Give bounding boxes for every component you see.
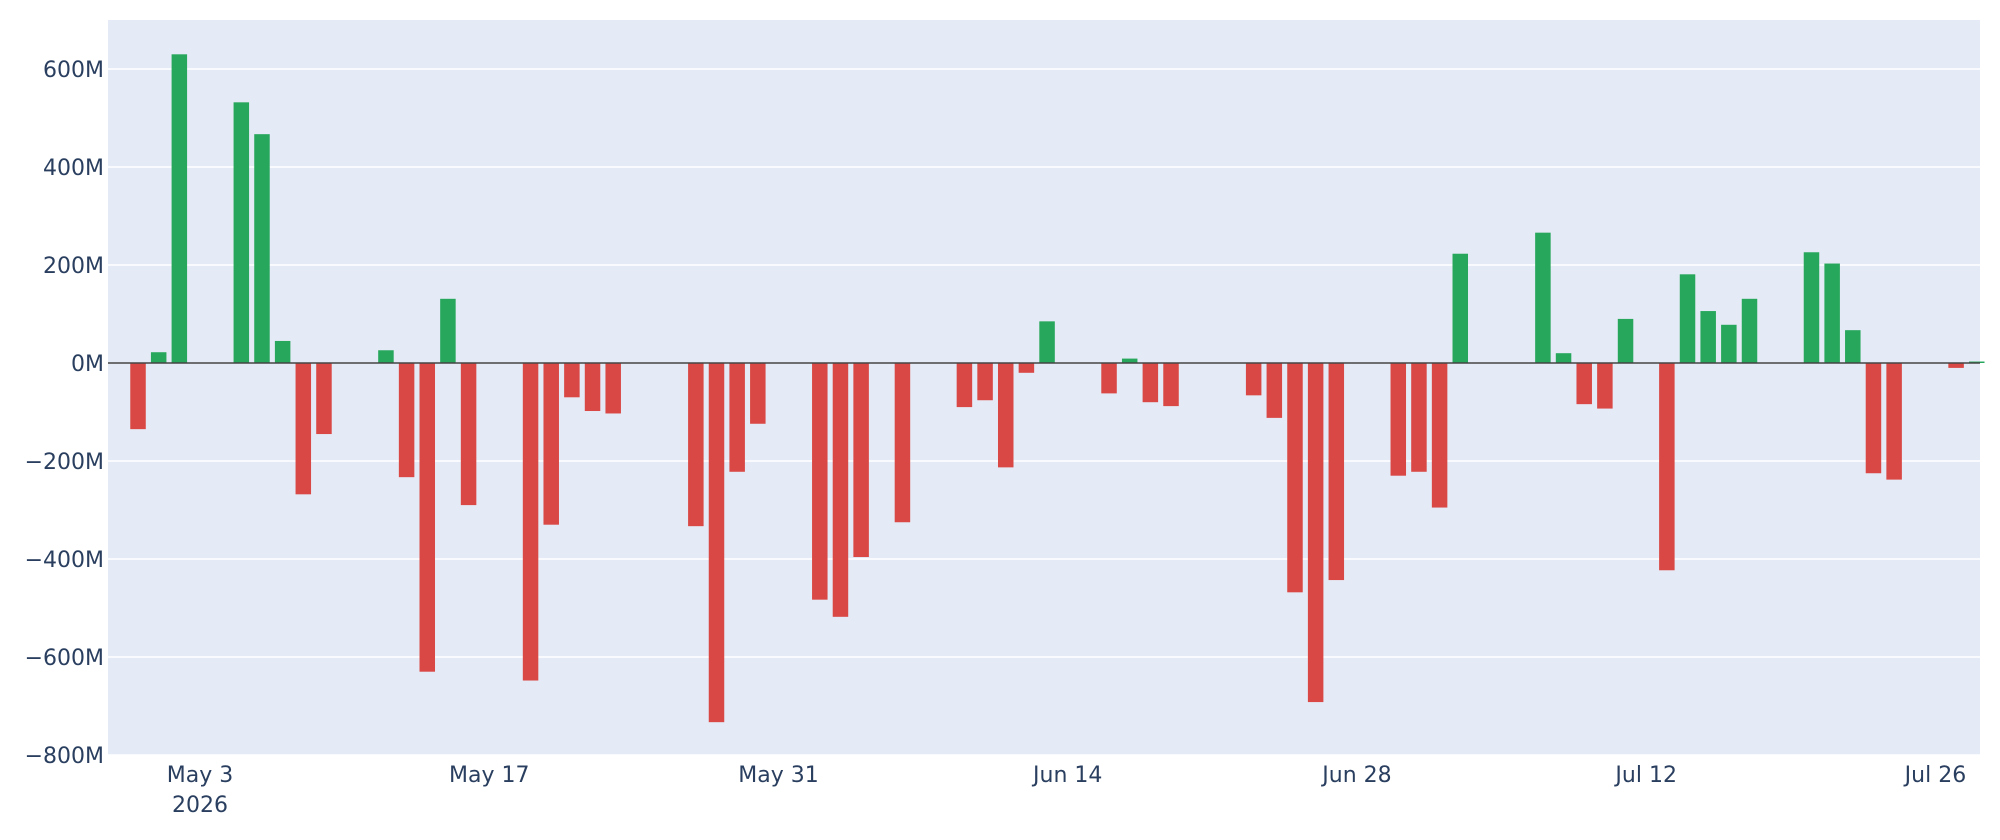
bar-positive <box>1617 318 1634 363</box>
bar-negative <box>812 363 828 600</box>
bar-positive <box>378 350 394 363</box>
bar-negative <box>1266 363 1283 418</box>
bar-negative <box>419 363 436 672</box>
bar-negative <box>130 363 146 430</box>
x-tick-label: May 17 <box>449 763 529 788</box>
bar-positive <box>1824 263 1840 363</box>
bar-negative <box>1948 363 1964 368</box>
bar-negative <box>729 363 745 472</box>
bar-negative <box>295 363 312 495</box>
bar-negative <box>1390 363 1407 476</box>
y-tick-label: 400M <box>43 156 104 181</box>
bar-positive <box>1535 232 1551 363</box>
y-tick-label: −200M <box>25 450 104 475</box>
bar-positive <box>440 298 456 363</box>
bar-negative <box>1865 363 1882 474</box>
bar-negative <box>956 363 973 408</box>
bar-positive <box>1845 330 1861 363</box>
bar-positive <box>1700 311 1716 363</box>
bar-positive <box>233 102 250 363</box>
bar-negative <box>708 363 725 723</box>
bar-negative <box>1101 363 1117 394</box>
y-tick-label: 200M <box>43 254 104 279</box>
bar-negative <box>1431 363 1448 508</box>
y-tick-label: −800M <box>25 744 104 769</box>
bar-negative <box>977 363 993 401</box>
bar-positive <box>1741 298 1758 363</box>
bar-positive <box>1679 274 1696 363</box>
bar-negative <box>1659 363 1675 571</box>
bar-negative <box>564 363 580 398</box>
bar-negative <box>1328 363 1345 581</box>
bar-negative <box>1018 363 1035 373</box>
bar-negative <box>1163 363 1179 407</box>
bar-negative <box>1411 363 1427 472</box>
x-tick-label: Jul 26 <box>1903 763 1967 788</box>
y-axis-ticks: 600M 400M 200M 0M −200M −400M −600M −800M <box>25 58 104 769</box>
bar-negative <box>605 363 621 414</box>
bar-negative <box>1245 363 1262 396</box>
y-tick-label: 0M <box>71 352 104 377</box>
bar-positive <box>1803 252 1820 363</box>
bars <box>130 54 1985 723</box>
x-tick-year-label: 2026 <box>172 793 228 818</box>
bar-positive <box>254 134 270 363</box>
bar-negative <box>460 363 477 506</box>
bar-negative <box>1576 363 1592 405</box>
x-tick-label: May 3 <box>167 763 233 788</box>
bar-negative <box>1597 363 1613 409</box>
bar-positive <box>1452 253 1469 363</box>
bar-positive <box>1721 324 1737 363</box>
bar-negative <box>522 363 539 681</box>
y-tick-label: 600M <box>43 58 104 83</box>
bar-negative <box>398 363 415 478</box>
bar-positive <box>171 54 188 364</box>
plot-background <box>108 20 1980 755</box>
bar-negative <box>1287 363 1303 593</box>
bar-negative <box>1886 363 1902 480</box>
bar-negative <box>832 363 849 617</box>
bar-positive <box>1039 321 1055 363</box>
bar-positive <box>150 352 167 363</box>
bar-negative <box>688 363 704 527</box>
y-tick-label: −600M <box>25 646 104 671</box>
y-tick-label: −400M <box>25 548 104 573</box>
bar-negative <box>543 363 559 525</box>
bar-negative <box>997 363 1014 468</box>
x-tick-label: Jun 28 <box>1320 763 1391 788</box>
bar-negative <box>584 363 601 412</box>
bar-positive <box>1121 358 1138 363</box>
bar-negative <box>1142 363 1159 403</box>
bar-positive <box>1555 353 1572 363</box>
bar-negative <box>1307 363 1324 703</box>
x-tick-label: Jul 12 <box>1613 763 1677 788</box>
x-tick-label: May 31 <box>738 763 818 788</box>
bar-negative <box>894 363 911 523</box>
bar-negative <box>316 363 332 435</box>
x-tick-label: Jun 14 <box>1031 763 1102 788</box>
bar-negative <box>853 363 869 558</box>
bar-positive <box>274 340 291 363</box>
bar-negative <box>750 363 766 424</box>
x-axis-ticks: May 3 2026 May 17 May 31 Jun 14 Jun 28 Jul 12 J… <box>167 763 1966 818</box>
